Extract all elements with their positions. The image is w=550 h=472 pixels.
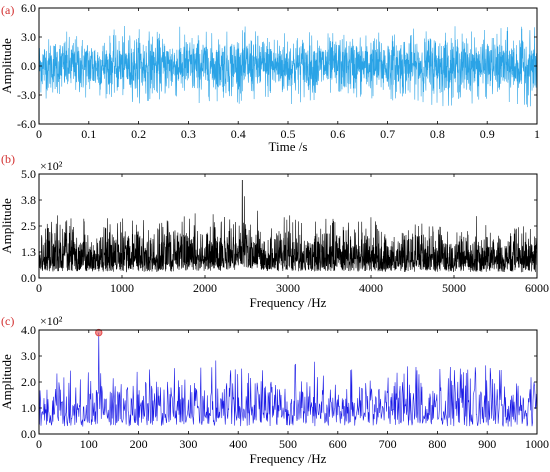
- x-tick-label: 0: [36, 281, 42, 295]
- y-axis-label-c: Amplitude: [0, 354, 14, 410]
- panel-label-c: (c): [1, 314, 14, 328]
- x-tick-label: 1000: [110, 281, 134, 295]
- y-ticks-a: -6.0 -3.0 0.0 3.0 6.0: [17, 1, 537, 131]
- y-exponent-c: ×10²: [40, 314, 63, 328]
- x-ticks-a: 0 0.1 0.2 0.3 0.4 0.5 0.6 0.7 0.8 0.9 1: [36, 8, 540, 141]
- x-axis-label-c: Frequency /Hz: [250, 451, 327, 466]
- y-ticks-b: 0.0 1.3 2.5 3.8 5.0: [21, 167, 537, 285]
- y-tick-label: 3.8: [21, 193, 36, 207]
- panel-b: (b) ×10² 0 1000 2000 3000 4000 5000 6000 0.0 1.…: [0, 152, 549, 310]
- x-tick-label: 400: [229, 437, 247, 451]
- panel-c: (c) ×10² 0 100 200 300 400 500 600 700 800 900 100…: [0, 314, 549, 466]
- y-tick-label: -6.0: [17, 117, 36, 131]
- y-axis-label-a: Amplitude: [0, 38, 14, 94]
- x-ticks-b: 0 1000 2000 3000 4000 5000 6000: [36, 174, 549, 295]
- y-tick-label: 1.0: [21, 401, 36, 415]
- x-axis-label-b: Frequency /Hz: [250, 295, 327, 310]
- x-tick-label: 800: [428, 437, 446, 451]
- x-tick-label: 1: [534, 127, 540, 141]
- plot-area-c: [39, 328, 537, 427]
- series-line: [39, 25, 537, 108]
- y-ticks-c: 0.0 1.0 2.0 3.0 4.0: [21, 323, 537, 441]
- y-tick-label: 2.0: [21, 375, 36, 389]
- plot-area-b: [39, 179, 537, 273]
- x-tick-label: 0.4: [231, 127, 246, 141]
- x-tick-label: 1000: [525, 437, 549, 451]
- panel-label-b: (b): [1, 152, 15, 166]
- x-ticks-c: 0 100 200 300 400 500 600 700 800 900 1000: [36, 330, 549, 451]
- x-tick-label: 0.3: [181, 127, 196, 141]
- x-tick-label: 0.7: [380, 127, 395, 141]
- y-exponent-b: ×10²: [40, 159, 63, 173]
- y-tick-label: 6.0: [21, 1, 36, 15]
- x-tick-label: 0.1: [81, 127, 96, 141]
- x-tick-label: 0: [36, 127, 42, 141]
- x-tick-label: 4000: [359, 281, 383, 295]
- x-tick-label: 100: [80, 437, 98, 451]
- y-tick-label: 3.0: [21, 30, 36, 44]
- x-tick-label: 2000: [193, 281, 217, 295]
- x-tick-label: 600: [329, 437, 347, 451]
- panel-a: (a) 0 0.1 0.2 0.3 0.4 0.5 0.6 0.7 0.8 0.9 1 -6.0 -3…: [0, 1, 540, 154]
- x-tick-label: 6000: [525, 281, 549, 295]
- y-tick-label: 0.0: [21, 271, 36, 285]
- x-tick-label: 0: [36, 437, 42, 451]
- y-axis-label-b: Amplitude: [0, 198, 14, 254]
- x-tick-label: 700: [379, 437, 397, 451]
- x-tick-label: 900: [478, 437, 496, 451]
- plot-area-a: [39, 25, 537, 108]
- x-tick-label: 0.2: [131, 127, 146, 141]
- x-tick-label: 300: [179, 437, 197, 451]
- y-tick-label: 0.0: [21, 427, 36, 441]
- y-tick-label: -3.0: [17, 88, 36, 102]
- x-tick-label: 200: [130, 437, 148, 451]
- series-line: [39, 179, 537, 273]
- x-tick-label: 500: [279, 437, 297, 451]
- x-tick-label: 3000: [276, 281, 300, 295]
- x-tick-label: 0.9: [480, 127, 495, 141]
- y-tick-label: 4.0: [21, 323, 36, 337]
- panel-label-a: (a): [1, 3, 14, 17]
- y-tick-label: 2.5: [21, 219, 36, 233]
- peak-marker: [95, 328, 103, 337]
- x-tick-label: 0.8: [430, 127, 445, 141]
- x-tick-label: 0.5: [281, 127, 296, 141]
- y-tick-label: 5.0: [21, 167, 36, 181]
- x-tick-label: 0.6: [330, 127, 345, 141]
- series-line: [39, 332, 537, 427]
- y-tick-label: 3.0: [21, 349, 36, 363]
- x-tick-label: 5000: [442, 281, 466, 295]
- x-axis-label-a: Time /s: [269, 139, 308, 154]
- y-tick-label: 0.0: [21, 59, 36, 73]
- y-tick-label: 1.3: [21, 245, 36, 259]
